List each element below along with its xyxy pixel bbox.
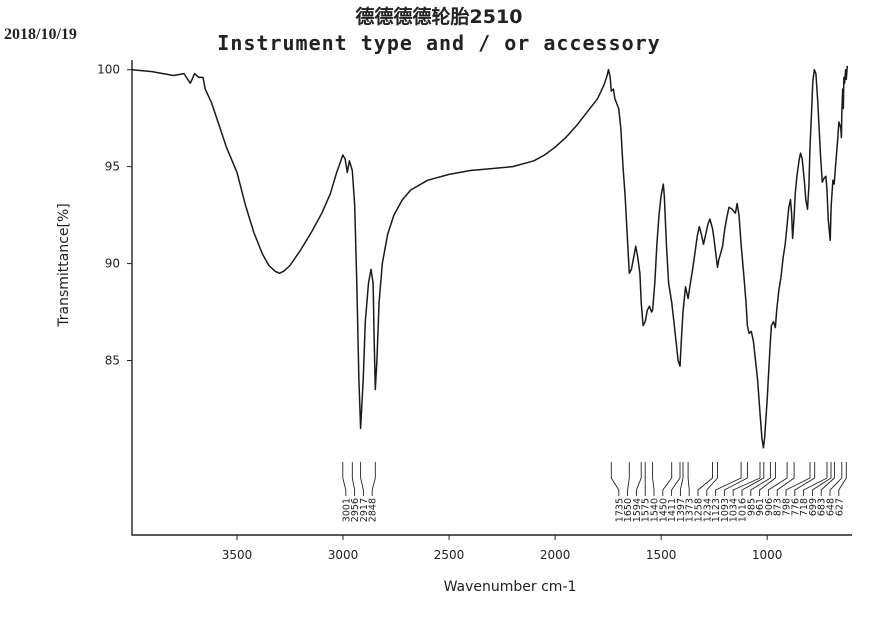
acquisition-date: 2018/10/19: [4, 26, 77, 43]
x-axis-label: Wavenumber cm-1: [444, 579, 577, 595]
axis-lines: [131, 60, 852, 536]
peak-label: 798: [782, 498, 793, 516]
peak-label: 683: [817, 498, 828, 516]
peak-label: 1450: [658, 498, 669, 522]
peak-label: 648: [826, 498, 837, 516]
peak-label: 1650: [623, 498, 634, 522]
peak-label: 718: [799, 498, 810, 516]
x-tick-label: 1000: [752, 548, 783, 562]
peak-label: 699: [808, 498, 819, 516]
peak-leader-line: [662, 462, 673, 496]
peak-leader-line: [794, 462, 816, 496]
x-tick-label: 2000: [540, 548, 571, 562]
peak-label: 2956: [350, 498, 361, 522]
peak-leader-line: [671, 462, 681, 496]
peak-leader-line: [750, 462, 771, 496]
x-tick-label: 2500: [434, 548, 465, 562]
peak-label: 985: [746, 498, 757, 516]
peak-label: 2917: [359, 498, 370, 522]
peak-leader-line: [723, 462, 748, 496]
peak-label: 1373: [685, 498, 696, 522]
y-tick-label: 100: [97, 63, 120, 77]
peak-leader-line: [351, 462, 356, 496]
peak-leader-line: [741, 462, 765, 496]
peak-label: 1016: [738, 498, 749, 522]
peak-label: 1093: [720, 498, 731, 522]
x-tick-label: 3000: [328, 548, 359, 562]
peak-leader-line: [652, 462, 655, 496]
peak-label: 873: [773, 498, 784, 516]
instrument-subtitle: Instrument type and / or accessory: [217, 31, 661, 55]
y-tick-label: 85: [105, 354, 120, 368]
peak-leader-line: [776, 462, 795, 496]
spectrum-title: 德德德德轮胎2510: [355, 6, 523, 28]
peak-label: 1258: [694, 498, 705, 522]
peak-label: 3001: [341, 498, 352, 522]
peak-label: 1735: [614, 498, 625, 522]
peak-label: 1411: [667, 498, 678, 522]
x-tick-label: 1500: [646, 548, 677, 562]
spectrum-line: [131, 65, 849, 449]
peak-label: 906: [764, 498, 775, 516]
peak-label: 1123: [711, 498, 722, 522]
x-tick-label: 3500: [222, 548, 253, 562]
peak-label: 1575: [641, 498, 652, 522]
peak-leader-line: [342, 462, 347, 496]
peak-leader-line: [635, 462, 642, 496]
peak-label: 1397: [676, 498, 687, 522]
peak-label: 1234: [702, 498, 713, 522]
peak-label: 627: [834, 498, 845, 516]
peak-leader-line: [371, 462, 376, 496]
peak-leader-line: [838, 462, 847, 496]
y-axis-label: Transmittance[%]: [56, 203, 72, 328]
peak-leader-line: [785, 462, 811, 496]
y-tick-label: 90: [105, 257, 120, 271]
peak-leader-line: [767, 462, 788, 496]
peak-leader-line: [706, 462, 718, 496]
peak-label: 1540: [650, 498, 661, 522]
peak-leader-line: [687, 462, 690, 496]
peak-leader-line: [820, 462, 835, 496]
spectrum-line-layer: [131, 65, 849, 449]
peak-leader-line: [610, 462, 620, 496]
peak-label: 776: [790, 498, 801, 516]
peak-label: 1034: [729, 498, 740, 522]
peak-leader-line: [811, 462, 832, 496]
y-tick-label: 95: [105, 160, 120, 174]
peak-label: 961: [755, 498, 766, 516]
peak-leader-line: [732, 462, 761, 496]
plot-frame: [131, 60, 852, 536]
peak-leader-line: [759, 462, 776, 496]
peak-label: 2848: [368, 498, 379, 522]
peak-leader-line: [715, 462, 742, 496]
peak-leader-line: [803, 462, 828, 496]
peak-leader-line: [360, 462, 364, 496]
peak-label: 1594: [632, 498, 643, 522]
peak-leader-line: [697, 462, 713, 496]
peak-leader-line: [679, 462, 684, 496]
peak-leader-line: [829, 462, 843, 496]
axis-ticks: 3500 3000 2500 2000 1500 1000 85 90 95 100: [97, 63, 782, 562]
peak-leader-line: [627, 462, 630, 496]
